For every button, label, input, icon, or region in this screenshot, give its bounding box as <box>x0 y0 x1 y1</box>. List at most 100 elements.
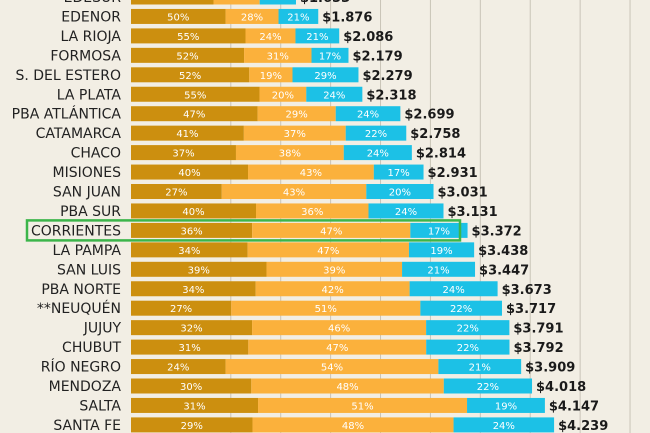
bar-segment <box>278 8 319 24</box>
total-label: $2.086 <box>343 30 393 45</box>
bar-segment <box>252 320 427 336</box>
bar-row: CHACO 37% 38% 24% $2.814 <box>71 145 466 162</box>
category-label: **NEUQUÉN <box>37 300 121 317</box>
total-label: $1.653 <box>300 0 350 6</box>
bar-segment <box>131 281 256 297</box>
segment-label: 24% <box>167 363 189 374</box>
category-label: JUJUY <box>83 321 122 337</box>
bar-row: SAN JUAN 27% 43% 20% $3.031 <box>53 184 488 201</box>
bar-segment <box>443 378 533 394</box>
segment-label: 29% <box>286 110 308 121</box>
bar-segment <box>248 164 374 180</box>
bar-segment <box>257 106 336 122</box>
segment-label: 40% <box>182 207 204 218</box>
segment-label: 37% <box>172 149 194 160</box>
bar-segment <box>131 164 249 180</box>
category-label: SAN JUAN <box>53 185 121 201</box>
bar-row: **NEUQUÉN 27% 51% 22% $3.717 <box>37 300 556 317</box>
bar-segment <box>255 203 369 219</box>
bar-segment <box>255 281 410 297</box>
segment-label: 39% <box>188 265 210 276</box>
category-label: CORRIENTES <box>31 223 121 239</box>
segment-label: 22% <box>457 343 479 354</box>
segment-label: 39% <box>323 265 345 276</box>
bar-segment <box>249 67 293 83</box>
segment-label: 22% <box>477 382 499 393</box>
total-label: $1.876 <box>322 10 372 25</box>
bar-row: EDENOR 50% 28% 21% $1.876 <box>61 8 372 25</box>
segment-label: 19% <box>260 71 282 82</box>
bar-segment <box>131 47 245 63</box>
bar-segment <box>252 222 411 238</box>
bar-row: SANTA FE 29% 48% 24% $4.239 <box>53 417 608 433</box>
segment-label: 51% <box>315 304 337 315</box>
segment-label: 21% <box>427 265 449 276</box>
total-label: $2.814 <box>416 147 466 162</box>
bar-row: LA PAMPA 34% 47% 19% $3.438 <box>53 242 528 259</box>
segment-label: 24% <box>395 207 417 218</box>
segment-label: 41% <box>176 129 198 140</box>
bar-segment <box>225 8 279 24</box>
bar-segment <box>345 125 407 141</box>
segment-label: 31% <box>267 51 289 62</box>
segment-label: 47% <box>317 246 339 257</box>
bar-segment <box>131 320 253 336</box>
bar-row: MISIONES 40% 43% 17% $2.931 <box>53 164 478 181</box>
segment-label: 21% <box>287 12 309 23</box>
segment-label: 22% <box>450 304 472 315</box>
category-label: SANTA FE <box>53 418 121 433</box>
total-label: $3.447 <box>479 263 529 278</box>
highlight-box <box>25 219 462 242</box>
bar-segment <box>247 242 409 258</box>
bar-segment <box>467 397 545 413</box>
segment-label: 21% <box>469 363 491 374</box>
bar-segment <box>213 0 260 5</box>
category-label: MENDOZA <box>49 379 122 395</box>
segment-label: 46% <box>328 324 350 335</box>
bar-segment <box>426 320 510 336</box>
bar-row: CORRIENTES 36% 47% 17% $3.372 <box>31 222 522 239</box>
segment-label: 31% <box>183 401 205 412</box>
segment-label: 54% <box>321 363 343 374</box>
bar-segment <box>131 261 267 277</box>
segment-label: 29% <box>314 71 336 82</box>
segment-label: 47% <box>326 343 348 354</box>
segment-label: 34% <box>178 246 200 257</box>
bar-segment <box>131 203 256 219</box>
total-label: $4.147 <box>549 399 599 414</box>
bar-segment <box>453 417 555 433</box>
segment-label: 24% <box>442 285 464 296</box>
segment-label: 40% <box>178 168 200 179</box>
segment-label: 32% <box>180 324 202 335</box>
bar-segment <box>259 0 296 5</box>
category-label: SAN LUIS <box>57 262 121 278</box>
bar-row: FORMOSA 52% 31% 17% $2.179 <box>50 47 403 64</box>
segment-label: 42% <box>322 285 344 296</box>
segment-label: 19% <box>495 401 517 412</box>
bar-segment <box>295 28 340 44</box>
segment-label: 30% <box>180 382 202 393</box>
bar-segment <box>131 67 250 83</box>
total-label: $3.438 <box>478 244 528 259</box>
segment-label: 36% <box>301 207 323 218</box>
bar-row: PBA ATLÁNTICA 47% 29% 24% $2.699 <box>12 106 455 123</box>
category-label: LA PLATA <box>57 87 122 103</box>
bar-segment <box>410 222 468 238</box>
segment-label: 24% <box>323 90 345 101</box>
bar-segment <box>131 300 232 316</box>
segment-label: 38% <box>279 149 301 160</box>
bar-segment <box>131 184 222 199</box>
total-label: $3.372 <box>472 224 522 239</box>
bar-segment <box>245 28 296 44</box>
bar-row: JUJUY 32% 46% 22% $3.791 <box>83 320 564 337</box>
total-label: $2.931 <box>428 166 478 181</box>
bar-row: LA RIOJA 55% 24% 21% $2.086 <box>61 28 393 45</box>
bar-row: CHUBUT 31% 47% 22% $3.792 <box>62 339 564 356</box>
total-label: $4.239 <box>558 419 608 433</box>
segment-label: 34% <box>182 285 204 296</box>
segment-label: 37% <box>284 129 306 140</box>
bar-row: PBA NORTE 34% 42% 24% $3.673 <box>41 281 552 298</box>
bar-segment <box>258 397 468 413</box>
bar-row: LA PLATA 55% 20% 24% $2.318 <box>57 86 417 103</box>
